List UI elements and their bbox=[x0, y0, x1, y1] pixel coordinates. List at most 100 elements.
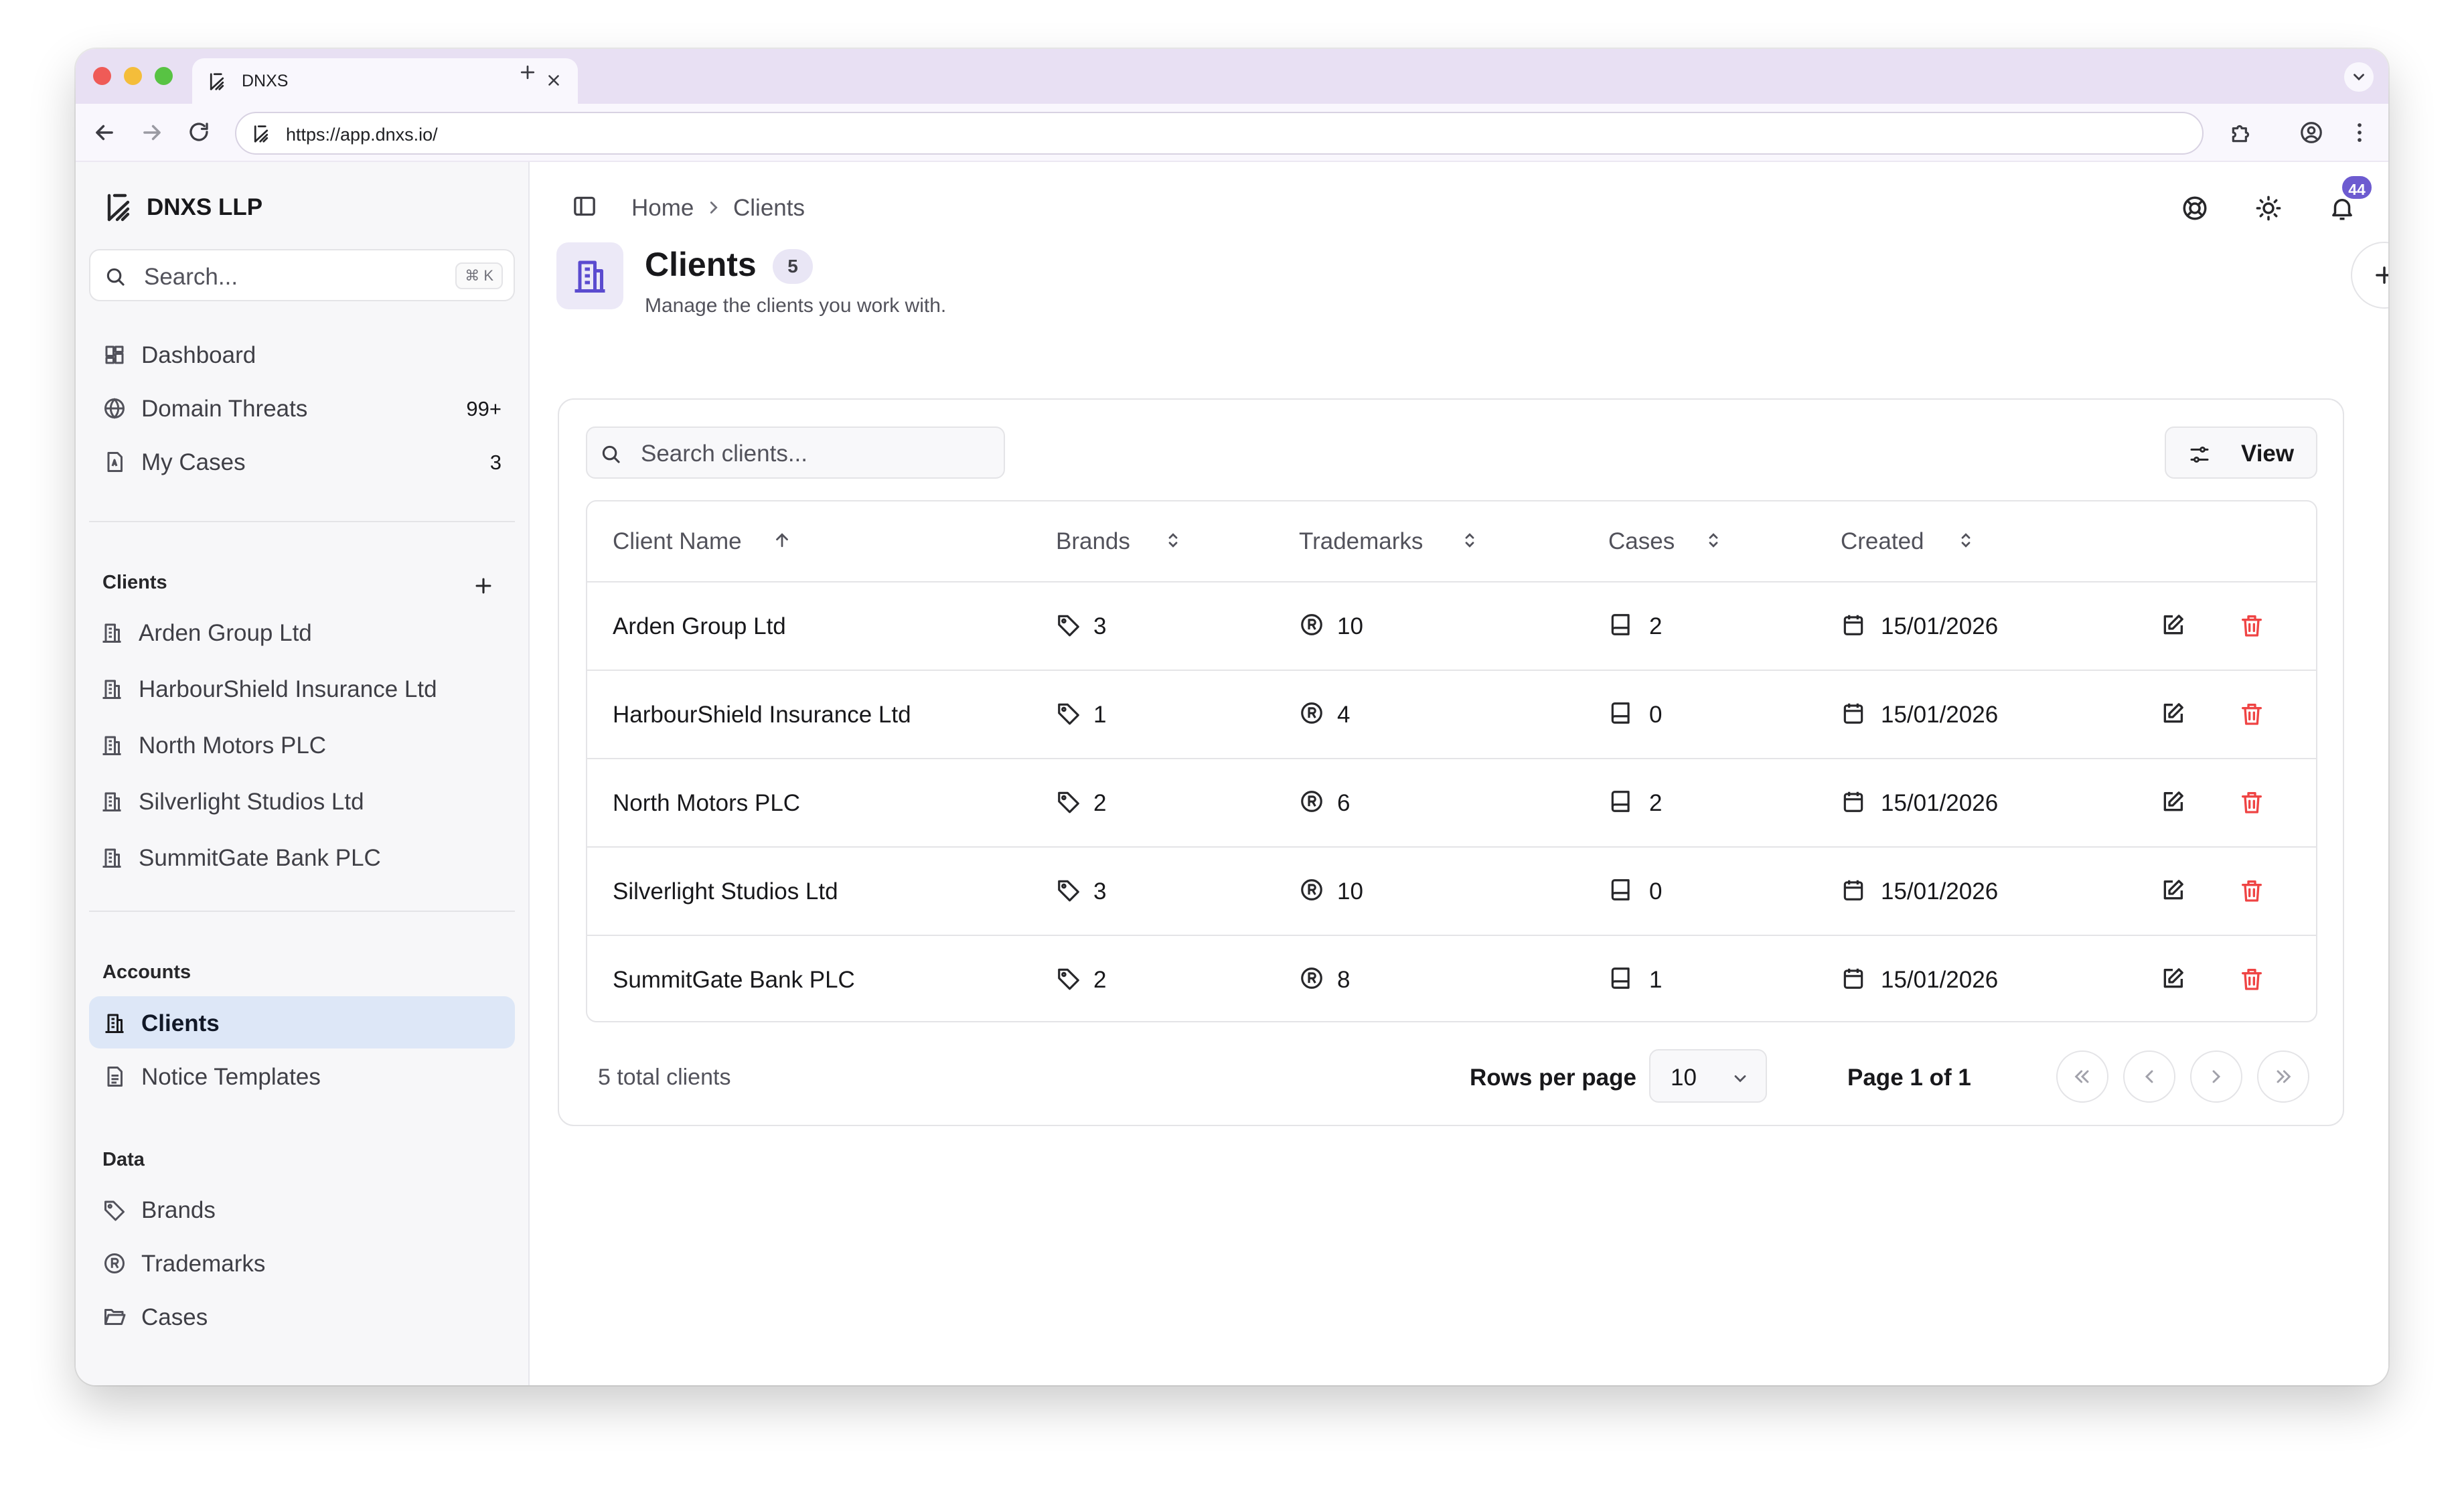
client-name-cell[interactable]: HarbourShield Insurance Ltd bbox=[613, 702, 911, 728]
view-button-label: View bbox=[2241, 441, 2295, 467]
url-field[interactable]: https://app.dnxs.io/ bbox=[235, 112, 2204, 155]
registered-icon bbox=[1299, 789, 1324, 814]
client-search-input[interactable]: Search clients... bbox=[586, 426, 1005, 479]
trademarks-count-cell: 10 bbox=[1337, 613, 1363, 639]
notification-count-badge: 44 bbox=[2340, 174, 2374, 201]
sidebar-client-north-motors[interactable]: North Motors PLC bbox=[89, 718, 515, 771]
rows-per-page-select[interactable]: 10 bbox=[1649, 1049, 1767, 1103]
sidebar-client-harbourshield[interactable]: HarbourShield Insurance Ltd bbox=[89, 662, 515, 714]
created-date-cell: 15/01/2026 bbox=[1881, 613, 1999, 639]
help-lifebuoy-icon[interactable] bbox=[2181, 194, 2209, 222]
sidebar-search-input[interactable]: Search... ⌘ K bbox=[89, 249, 515, 301]
close-window-button[interactable] bbox=[93, 67, 111, 85]
delete-icon[interactable] bbox=[2238, 789, 2265, 815]
column-header-cases[interactable]: Cases bbox=[1608, 528, 1675, 554]
page-info: Page 1 of 1 bbox=[1847, 1065, 1971, 1091]
client-name-cell[interactable]: Silverlight Studios Ltd bbox=[613, 878, 838, 905]
sidebar-client-silverlight[interactable]: Silverlight Studios Ltd bbox=[89, 775, 515, 827]
trademarks-count-cell: 6 bbox=[1337, 790, 1351, 816]
tag-icon bbox=[1056, 877, 1081, 903]
breadcrumb-home[interactable]: Home bbox=[631, 195, 694, 221]
org-switcher[interactable]: DNXS LLP bbox=[102, 191, 262, 224]
theme-toggle-sun-icon[interactable] bbox=[2254, 194, 2283, 222]
profile-icon[interactable] bbox=[2299, 120, 2324, 145]
edit-icon[interactable] bbox=[2159, 965, 2186, 992]
sort-toggle-icon[interactable] bbox=[1460, 530, 1480, 550]
browser-tab[interactable]: DNXS bbox=[192, 58, 578, 104]
sort-ascending-icon[interactable] bbox=[772, 530, 792, 550]
delete-icon[interactable] bbox=[2238, 700, 2265, 727]
tag-icon bbox=[102, 1198, 127, 1222]
client-name-cell[interactable]: Arden Group Ltd bbox=[613, 613, 786, 639]
sidebar-client-summitgate[interactable]: SummitGate Bank PLC bbox=[89, 831, 515, 883]
building-icon bbox=[100, 846, 124, 870]
delete-icon[interactable] bbox=[2238, 612, 2265, 639]
table-row[interactable]: Silverlight Studios Ltd 3 10 0 15/01/202… bbox=[587, 848, 2316, 936]
new-tab-icon[interactable] bbox=[518, 62, 538, 82]
rows-per-page-label: Rows per page bbox=[1470, 1065, 1636, 1091]
client-name-cell[interactable]: SummitGate Bank PLC bbox=[613, 967, 855, 993]
sidebar-item-clients[interactable]: Clients bbox=[89, 996, 515, 1048]
total-clients-label: 5 total clients bbox=[598, 1065, 731, 1090]
edit-icon[interactable] bbox=[2159, 700, 2186, 727]
sidebar-item-domain-threats[interactable]: Domain Threats 99+ bbox=[89, 382, 515, 434]
back-icon[interactable] bbox=[92, 120, 117, 145]
column-header-created[interactable]: Created bbox=[1841, 528, 1924, 554]
edit-icon[interactable] bbox=[2159, 612, 2186, 639]
client-count-badge: 5 bbox=[773, 249, 813, 284]
chevrons-left-icon bbox=[2074, 1070, 2089, 1083]
sidebar-client-label: SummitGate Bank PLC bbox=[139, 845, 381, 871]
last-page-button[interactable] bbox=[2257, 1050, 2309, 1103]
maximize-window-button[interactable] bbox=[155, 67, 173, 85]
table-row[interactable]: HarbourShield Insurance Ltd 1 4 0 15/01/… bbox=[587, 671, 2316, 759]
previous-page-button[interactable] bbox=[2123, 1050, 2175, 1103]
sidebar-item-notice-templates[interactable]: Notice Templates bbox=[89, 1050, 515, 1102]
data-heading: Data bbox=[102, 1149, 145, 1170]
forward-icon[interactable] bbox=[139, 120, 165, 145]
view-options-button[interactable]: View bbox=[2165, 426, 2317, 479]
page-icon bbox=[556, 242, 623, 309]
sidebar-item-dashboard[interactable]: Dashboard bbox=[89, 328, 515, 380]
table-row[interactable]: SummitGate Bank PLC 2 8 1 15/01/2026 bbox=[587, 936, 2316, 1021]
client-name-cell[interactable]: North Motors PLC bbox=[613, 790, 801, 816]
add-client-icon[interactable] bbox=[472, 574, 495, 597]
chevron-right-icon bbox=[2212, 1070, 2221, 1083]
add-client-button[interactable] bbox=[2351, 242, 2388, 309]
sidebar-client-arden-group[interactable]: Arden Group Ltd bbox=[89, 606, 515, 658]
domain-threats-count: 99+ bbox=[466, 397, 502, 420]
column-header-client-name[interactable]: Client Name bbox=[613, 528, 742, 554]
first-page-button[interactable] bbox=[2056, 1050, 2108, 1103]
delete-icon[interactable] bbox=[2238, 965, 2265, 992]
sidebar-toggle-icon[interactable] bbox=[571, 193, 598, 220]
sidebar-item-trademarks[interactable]: Trademarks bbox=[89, 1237, 515, 1289]
browser-menu-icon[interactable] bbox=[2347, 120, 2372, 145]
tab-title: DNXS bbox=[242, 72, 289, 90]
building-icon bbox=[100, 733, 124, 757]
column-header-brands[interactable]: Brands bbox=[1056, 528, 1130, 554]
tag-icon bbox=[1056, 612, 1081, 637]
extensions-icon[interactable] bbox=[2229, 120, 2254, 145]
minimize-window-button[interactable] bbox=[124, 67, 142, 85]
next-page-button[interactable] bbox=[2190, 1050, 2242, 1103]
tab-list-button[interactable] bbox=[2344, 62, 2374, 92]
sort-toggle-icon[interactable] bbox=[1956, 530, 1976, 550]
table-row[interactable]: Arden Group Ltd 3 10 2 15/01/2026 bbox=[587, 582, 2316, 671]
reload-icon[interactable] bbox=[187, 120, 211, 144]
sort-toggle-icon[interactable] bbox=[1703, 530, 1723, 550]
edit-icon[interactable] bbox=[2159, 877, 2186, 904]
site-info-icon[interactable] bbox=[251, 124, 271, 144]
chevron-down-icon bbox=[2354, 74, 2364, 81]
sidebar-item-cases[interactable]: Cases bbox=[89, 1290, 515, 1342]
sidebar-item-brands[interactable]: Brands bbox=[89, 1183, 515, 1235]
column-header-trademarks[interactable]: Trademarks bbox=[1299, 528, 1423, 554]
notifications-bell-icon[interactable] bbox=[2328, 194, 2356, 222]
sort-toggle-icon[interactable] bbox=[1163, 530, 1183, 550]
table-row[interactable]: North Motors PLC 2 6 2 15/01/2026 bbox=[587, 759, 2316, 848]
url-text: https://app.dnxs.io/ bbox=[286, 125, 438, 145]
dnxs-logo-icon bbox=[207, 72, 227, 92]
close-tab-icon[interactable] bbox=[545, 72, 562, 89]
delete-icon[interactable] bbox=[2238, 877, 2265, 904]
edit-icon[interactable] bbox=[2159, 789, 2186, 815]
brands-count-cell: 3 bbox=[1093, 613, 1107, 639]
sidebar-item-my-cases[interactable]: My Cases 3 bbox=[89, 435, 515, 487]
